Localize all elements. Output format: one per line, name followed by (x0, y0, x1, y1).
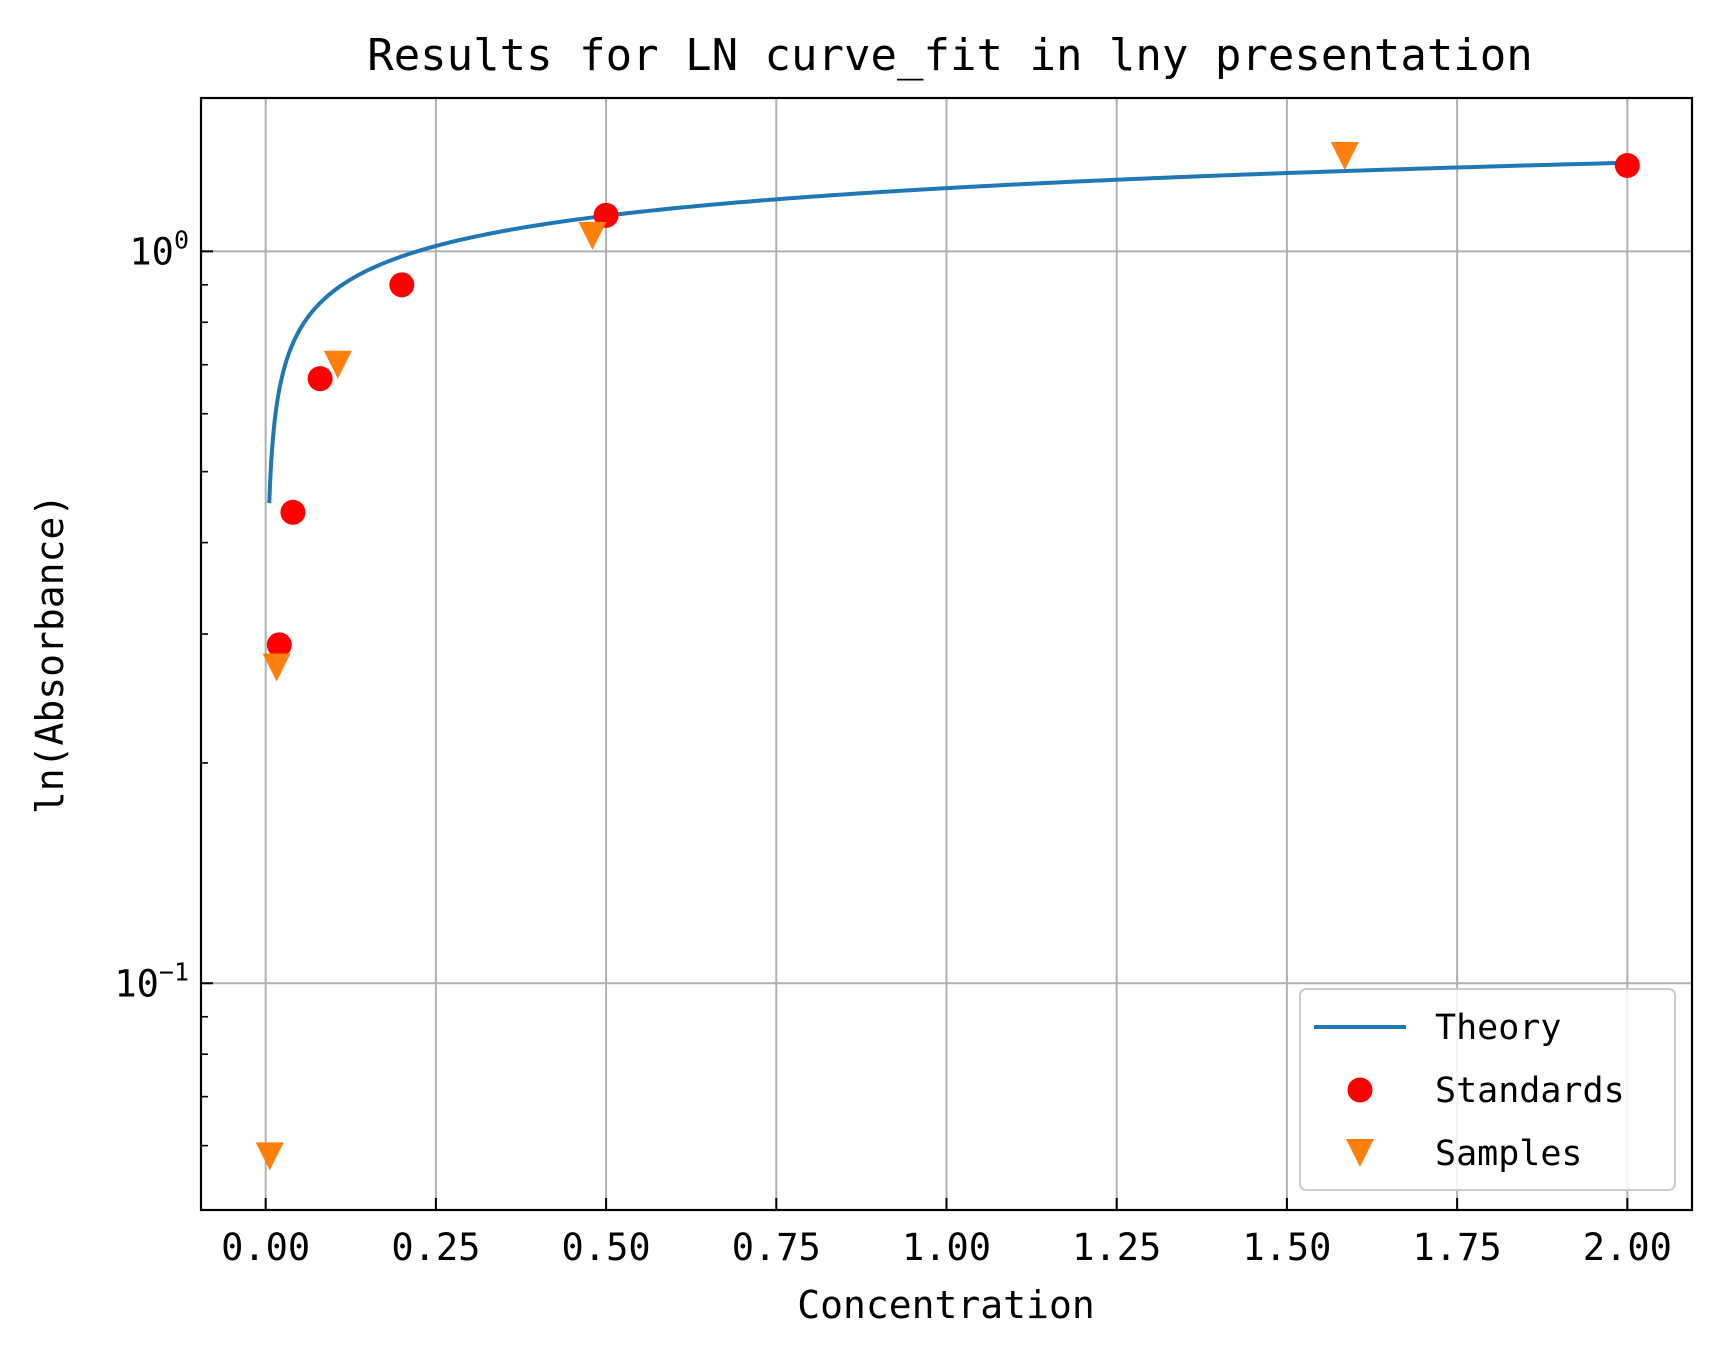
plot-series (255, 141, 1640, 1171)
y-tick-label: 10−1 (114, 957, 189, 1005)
x-tick-label: 0.00 (221, 1226, 310, 1269)
samples-point (323, 350, 352, 379)
series-line-theory (267, 160, 1628, 504)
standards-point (1614, 153, 1640, 179)
x-tick-label: 0.25 (391, 1226, 480, 1269)
x-tick-label: 1.25 (1072, 1226, 1161, 1269)
legend-swatch-standards (1347, 1077, 1373, 1103)
axis-ticks: 0.00 0.25 0.50 0.75 1.00 1.25 1.50 1.75 2.00 10−1… (114, 225, 1672, 1269)
grid (201, 98, 1692, 1210)
samples-point (578, 221, 607, 250)
legend-label: Standards (1435, 1071, 1625, 1111)
x-tick-label: 2.00 (1583, 1226, 1672, 1269)
x-tick-label: 1.75 (1413, 1226, 1502, 1269)
samples-point (255, 1142, 284, 1171)
samples-point (262, 653, 291, 682)
y-tick-label: 100 (129, 225, 189, 273)
x-tick-label: 0.50 (562, 1226, 651, 1269)
x-tick-label: 1.00 (902, 1226, 991, 1269)
standards-point (389, 272, 415, 298)
x-tick-label: 1.50 (1242, 1226, 1331, 1269)
standards-point (593, 202, 619, 228)
samples-point (1330, 141, 1359, 170)
standards-point (280, 499, 306, 525)
chart-title: Results for LN curve_fit in lny presenta… (367, 30, 1533, 81)
legend-label: Samples (1435, 1134, 1583, 1174)
standards-point (266, 632, 292, 658)
y-axis-label: ln(Absorbance) (28, 494, 72, 814)
legend-label: Theory (1435, 1008, 1561, 1048)
legend-box (1299, 988, 1676, 1191)
x-tick-label: 0.75 (732, 1226, 821, 1269)
x-axis-label: Concentration (797, 1283, 1094, 1327)
legend-swatch-samples (1346, 1139, 1374, 1167)
legend: Theory Standards Samples (1299, 988, 1676, 1191)
standards-point (307, 366, 333, 392)
